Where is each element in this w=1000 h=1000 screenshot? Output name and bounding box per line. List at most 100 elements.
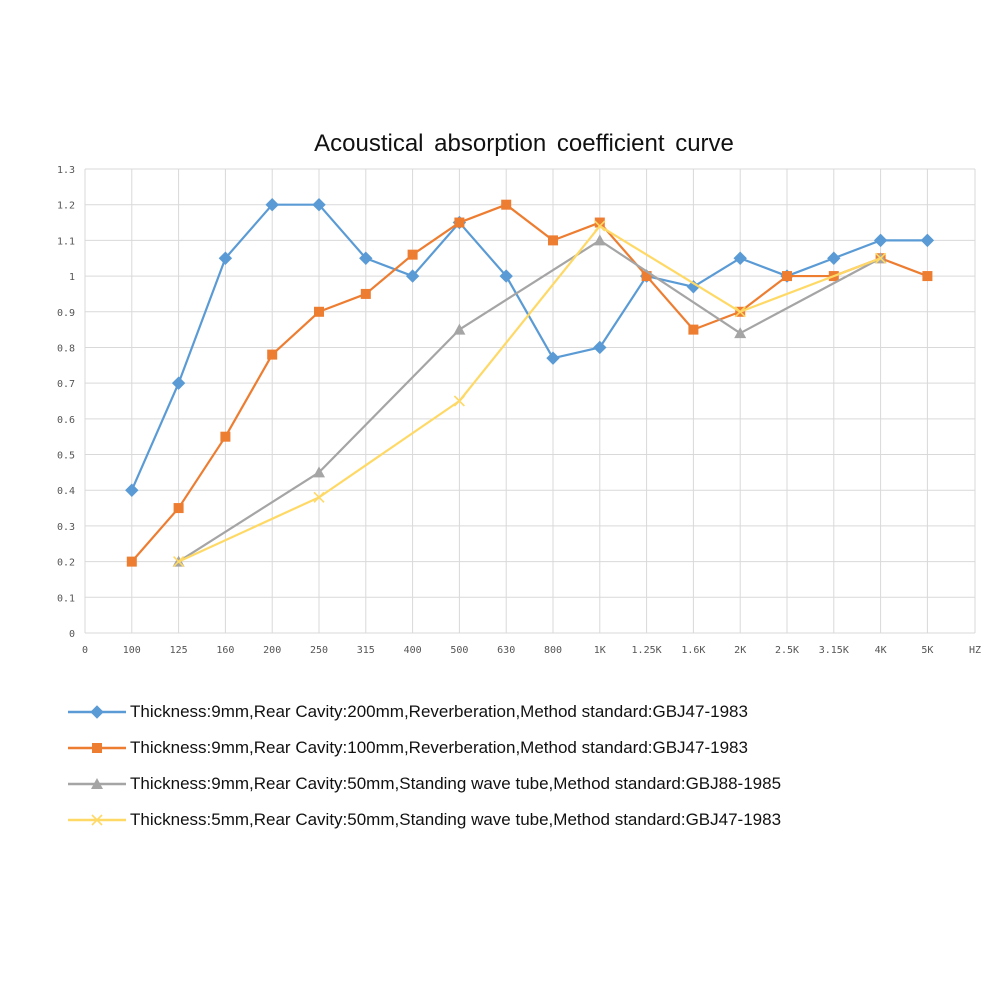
data-point	[594, 217, 605, 228]
data-point	[453, 395, 465, 407]
x-tick-label: 1.25K	[632, 645, 662, 656]
y-tick-label: 1.2	[57, 201, 75, 212]
data-point	[499, 269, 513, 283]
legend-swatch-4	[68, 814, 126, 826]
data-point	[453, 323, 466, 335]
data-point	[173, 503, 184, 514]
x-tick-label: 1.6K	[681, 645, 705, 656]
legend-item-1: Thickness:9mm,Rear Cavity:200mm,Reverber…	[68, 694, 968, 730]
y-tick-label: 0	[69, 629, 75, 640]
data-point	[173, 556, 185, 568]
data-point	[126, 556, 137, 567]
data-point	[312, 197, 326, 212]
x-tick-label: 2.5K	[775, 645, 799, 656]
legend-marker	[90, 705, 104, 719]
y-tick-label: 0.9	[57, 308, 75, 319]
x-tick-label: 160	[216, 645, 234, 656]
series-line-3	[178, 239, 882, 563]
y-tick-label: 0.2	[57, 558, 75, 569]
x-tick-label: 200	[263, 645, 281, 656]
data-point	[593, 340, 607, 355]
y-tick-label: 0.3	[57, 522, 75, 533]
series-4	[173, 220, 887, 568]
series-1	[125, 197, 935, 497]
data-point	[594, 220, 606, 232]
data-point	[920, 233, 935, 248]
series-line-1	[130, 203, 928, 491]
data-point	[922, 271, 933, 282]
y-tick-label: 0.1	[57, 593, 75, 604]
legend-marker	[92, 743, 102, 753]
y-tick-label: 0.7	[57, 379, 75, 390]
x-unit-label: HZ	[969, 645, 981, 656]
legend-label-1: Thickness:9mm,Rear Cavity:200mm,Reverber…	[130, 702, 748, 721]
legend-swatch-3	[68, 778, 126, 789]
y-tick-label: 1	[69, 272, 75, 283]
data-point	[875, 252, 887, 264]
data-point	[265, 197, 279, 212]
x-tick-label: 4K	[875, 645, 887, 656]
y-tick-label: 0.6	[57, 415, 75, 426]
grid-lines	[84, 168, 976, 634]
data-point	[734, 306, 746, 318]
y-tick-label: 0.8	[57, 343, 75, 354]
data-point	[360, 288, 371, 299]
x-tick-label: 125	[170, 645, 188, 656]
data-point	[782, 271, 792, 282]
data-point	[733, 251, 747, 265]
data-point	[734, 327, 747, 339]
legend-label-4: Thickness:5mm,Rear Cavity:50mm,Standing …	[130, 810, 782, 829]
legend-label-2: Thickness:9mm,Rear Cavity:100mm,Reverber…	[130, 738, 748, 757]
x-tick-label: 400	[404, 645, 422, 656]
data-point	[171, 376, 186, 390]
data-point	[548, 235, 558, 246]
data-point	[407, 249, 418, 260]
data-point	[641, 271, 652, 282]
legend-swatch-2	[68, 743, 126, 753]
legend-marker	[91, 814, 103, 826]
series-layer	[125, 197, 935, 568]
legend: Thickness:9mm,Rear Cavity:200mm,Reverber…	[68, 694, 968, 838]
y-tick-label: 1.1	[57, 236, 75, 247]
data-point	[593, 234, 606, 246]
legend-marker	[91, 778, 103, 789]
legend-item-2: Thickness:9mm,Rear Cavity:100mm,Reverber…	[68, 730, 968, 766]
data-point	[546, 351, 560, 365]
x-tick-label: 3.15K	[819, 645, 849, 656]
y-tick-label: 0.4	[57, 486, 75, 497]
x-tick-label: 500	[450, 645, 468, 656]
x-tick-label: 630	[497, 645, 515, 656]
data-point	[125, 483, 139, 497]
chart-plot: 0 0.1 0.2 0.3 0.4 0.5 0.6 0.7 0.8 0.9 1 1.1 1.2 1.3 0 1…	[57, 165, 981, 656]
x-tick-label: 315	[357, 645, 375, 656]
data-point	[220, 431, 231, 442]
chart-title: Acoustical absorption coefficient curve	[314, 130, 734, 157]
data-point	[314, 306, 324, 317]
data-point	[313, 466, 325, 478]
legend-label-3: Thickness:9mm,Rear Cavity:50mm,Standing …	[130, 774, 782, 793]
legend-item-3: Thickness:9mm,Rear Cavity:50mm,Standing …	[68, 766, 968, 802]
x-tick-label: 1K	[594, 645, 606, 656]
x-tick-label: 250	[310, 645, 328, 656]
data-point	[873, 233, 888, 248]
y-tick-label: 0.5	[57, 451, 75, 462]
y-tick-label: 1.3	[57, 165, 75, 176]
legend-item-4: Thickness:5mm,Rear Cavity:50mm,Standing …	[68, 802, 968, 838]
tick-labels: 0 0.1 0.2 0.3 0.4 0.5 0.6 0.7 0.8 0.9 1 1.1 1.2 1.3 0 1…	[57, 165, 981, 656]
data-point	[267, 349, 278, 360]
legend-swatch-1	[68, 705, 126, 719]
x-tick-label: 2K	[734, 645, 746, 656]
series-line-4	[178, 225, 881, 563]
x-tick-label: 0	[82, 645, 88, 656]
data-point	[405, 269, 420, 283]
data-point	[454, 217, 465, 228]
x-tick-label: 5K	[921, 645, 933, 656]
series-3	[172, 234, 887, 567]
data-point	[218, 251, 233, 265]
series-line-2	[130, 203, 928, 563]
data-point	[827, 251, 841, 265]
data-point	[688, 324, 699, 335]
data-point	[501, 199, 512, 210]
data-point	[359, 251, 373, 265]
x-tick-label: 100	[123, 645, 141, 656]
